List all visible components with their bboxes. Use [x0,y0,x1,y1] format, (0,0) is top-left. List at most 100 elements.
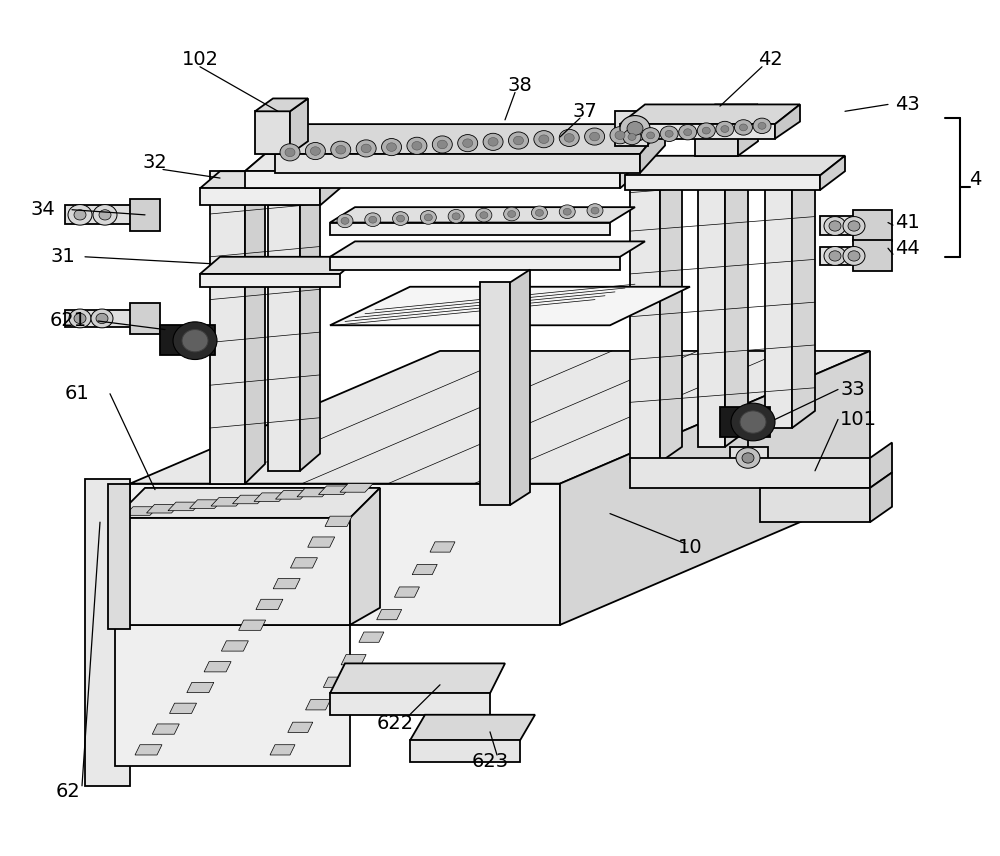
Circle shape [590,133,600,141]
Polygon shape [297,488,330,496]
Text: 31: 31 [50,247,75,266]
Polygon shape [730,447,768,467]
Circle shape [848,251,860,261]
Polygon shape [245,154,265,484]
Polygon shape [290,558,317,568]
Circle shape [531,206,547,220]
Circle shape [758,122,766,129]
Polygon shape [660,158,682,462]
Circle shape [341,217,349,224]
Circle shape [99,210,111,220]
Polygon shape [320,171,340,205]
Circle shape [96,313,108,324]
Polygon shape [306,699,331,710]
Polygon shape [560,351,870,625]
Text: 10: 10 [678,538,702,557]
Polygon shape [170,703,197,713]
Polygon shape [210,171,245,484]
Polygon shape [359,632,384,642]
Circle shape [627,122,643,135]
Circle shape [387,143,397,152]
Polygon shape [853,240,892,271]
Circle shape [356,140,376,157]
Polygon shape [625,156,845,175]
Text: 622: 622 [376,714,414,733]
Polygon shape [275,124,665,154]
Text: 32: 32 [143,153,167,172]
Circle shape [684,128,692,135]
Circle shape [369,217,377,223]
Circle shape [721,126,729,133]
Text: 34: 34 [30,200,55,219]
Circle shape [534,131,554,148]
Polygon shape [273,579,300,589]
Polygon shape [695,104,758,118]
Polygon shape [330,207,635,223]
Polygon shape [221,641,248,651]
Circle shape [476,208,492,222]
Circle shape [563,208,571,215]
Text: 44: 44 [895,239,920,258]
Polygon shape [330,257,620,270]
Polygon shape [190,500,222,508]
Polygon shape [412,564,437,574]
Circle shape [647,132,655,139]
Circle shape [69,309,91,328]
Circle shape [697,123,715,139]
Polygon shape [870,473,892,522]
Polygon shape [168,502,201,511]
Polygon shape [820,156,845,190]
Circle shape [480,211,488,218]
Text: 33: 33 [840,380,865,399]
Polygon shape [147,504,180,513]
Circle shape [74,210,86,220]
Polygon shape [853,210,892,241]
Polygon shape [255,98,308,111]
Text: 623: 623 [471,752,509,771]
Text: 43: 43 [895,95,920,114]
Circle shape [336,146,346,154]
Circle shape [513,136,523,145]
Circle shape [585,128,605,146]
Polygon shape [187,682,214,693]
Circle shape [848,221,860,231]
Circle shape [397,215,405,222]
Polygon shape [300,188,320,471]
Polygon shape [160,325,215,355]
Circle shape [559,129,579,146]
Text: 42: 42 [758,51,782,69]
Polygon shape [640,124,665,173]
Polygon shape [200,171,340,188]
Text: 41: 41 [895,213,920,232]
Circle shape [280,144,300,161]
Text: 38: 38 [508,76,532,95]
Circle shape [734,120,752,135]
Circle shape [610,127,630,144]
Polygon shape [630,175,660,462]
Circle shape [829,221,841,231]
Circle shape [740,411,766,433]
Circle shape [424,214,432,221]
Polygon shape [738,104,758,156]
Polygon shape [125,507,158,515]
Polygon shape [330,287,690,325]
Circle shape [679,124,697,140]
Polygon shape [510,270,530,505]
Polygon shape [775,104,800,139]
Polygon shape [200,257,360,274]
Circle shape [173,322,217,360]
Polygon shape [330,663,505,693]
Circle shape [739,124,747,131]
Polygon shape [288,722,313,733]
Circle shape [587,204,603,217]
Circle shape [829,251,841,261]
Text: 102: 102 [182,51,218,69]
Polygon shape [290,98,308,154]
Polygon shape [308,537,335,547]
Text: 621: 621 [50,312,87,330]
Text: 101: 101 [840,410,877,429]
Polygon shape [108,484,130,629]
Text: 62: 62 [56,782,80,801]
Circle shape [305,142,325,159]
Polygon shape [232,495,266,503]
